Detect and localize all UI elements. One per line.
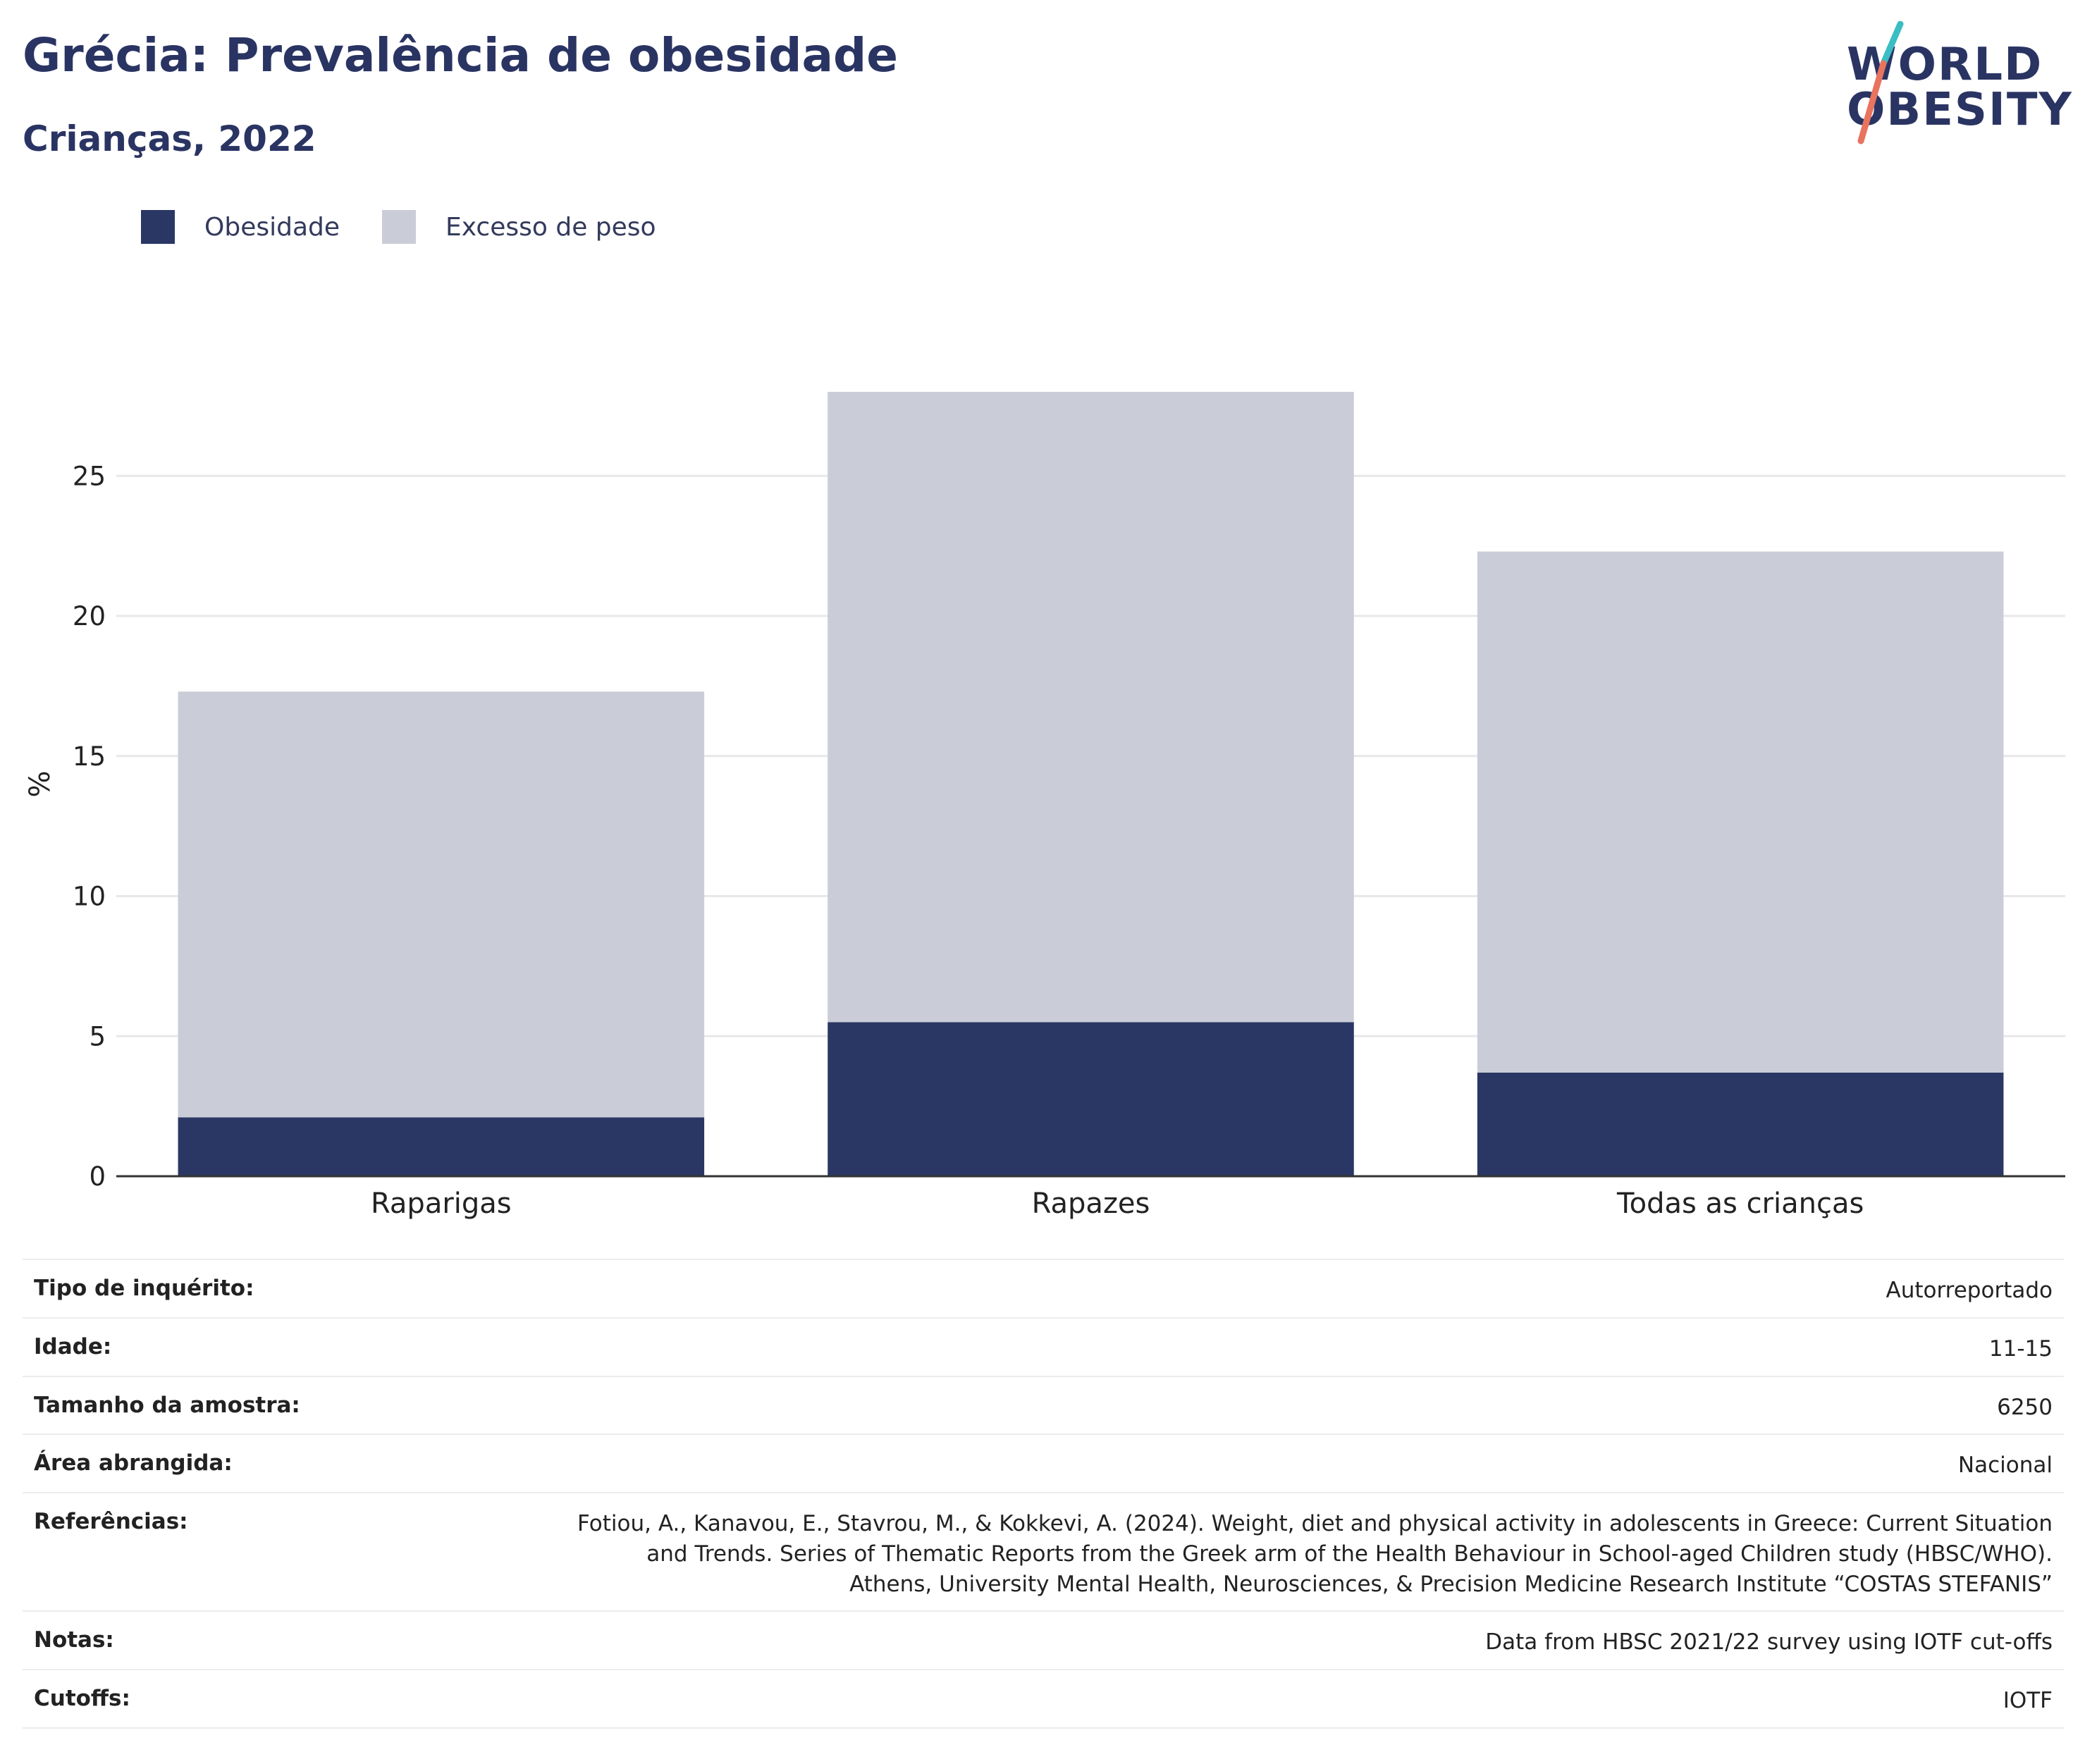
- info-table: Tipo de inquérito: Autorreportado Idade:…: [23, 1259, 2064, 1729]
- info-row-notas: Notas: Data from HBSC 2021/22 survey usi…: [23, 1610, 2064, 1669]
- y-tick-label: 20: [73, 601, 106, 631]
- legend-item-excesso-de-peso: Excesso de peso: [382, 210, 656, 244]
- info-label: Tipo de inquérito:: [34, 1276, 254, 1301]
- stacked-bar-chart: 0 5 10 15 20 25% Raparigas Rapazes Todas as cria…: [24, 392, 2065, 1220]
- x-tick-label: Raparigas: [371, 1188, 512, 1220]
- info-row-referencias: Referências: Fotiou, A., Kanavou, E., St…: [23, 1492, 2064, 1610]
- bar-excesso-de-peso: [828, 392, 1354, 1023]
- x-tick-label: Rapazes: [1032, 1188, 1150, 1220]
- y-tick-label: 25: [73, 461, 106, 491]
- bar-obesidade: [1477, 1072, 2004, 1176]
- info-value: Autorreportado: [1886, 1278, 2053, 1303]
- info-row-cutoffs: Cutoffs: IOTF: [23, 1669, 2064, 1729]
- info-value: Nacional: [1957, 1452, 2053, 1479]
- page-subtitle: Crianças, 2022: [23, 118, 316, 159]
- info-row-tamanho-da-amostra: Tamanho da amostra: 6250: [23, 1375, 2064, 1434]
- legend-swatch-obesidade: [141, 210, 175, 244]
- info-row-area-abrangida: Área abrangida: Nacional: [23, 1433, 2064, 1492]
- world-obesity-logo: WORLD OBESITY: [1833, 21, 2072, 148]
- info-value: 6250: [1997, 1394, 2053, 1420]
- y-tick-label: 5: [89, 1021, 106, 1051]
- info-label: Tamanho da amostra:: [34, 1392, 300, 1418]
- info-label: Notas:: [34, 1627, 114, 1653]
- info-row-tipo-de-inquerito: Tipo de inquérito: Autorreportado: [23, 1259, 2064, 1317]
- logo-slash-icon: [1857, 21, 1904, 144]
- info-label: Área abrangida:: [34, 1450, 233, 1476]
- info-value: 11-15: [1988, 1336, 2053, 1362]
- info-label: Cutoffs:: [34, 1686, 130, 1712]
- info-value: Fotiou, A., Kanavou, E., Stavrou, M., & …: [577, 1511, 2053, 1597]
- legend-swatch-excesso-de-peso: [382, 210, 417, 244]
- bar-obesidade: [178, 1117, 705, 1176]
- x-tick-label: Todas as crianças: [1616, 1188, 1864, 1220]
- legend-item-obesidade: Obesidade: [141, 210, 340, 244]
- page-title: Grécia: Prevalência de obesidade: [23, 28, 899, 82]
- y-tick-label: 0: [89, 1161, 106, 1192]
- bar-excesso-de-peso: [178, 691, 705, 1118]
- info-label: Idade:: [34, 1333, 112, 1359]
- logo-word-obesity: OBESITY: [1847, 84, 2073, 136]
- info-value: Data from HBSC 2021/22 survey using IOTF…: [1485, 1629, 2053, 1655]
- info-row-idade: Idade: 11-15: [23, 1316, 2064, 1376]
- legend-label-obesidade: Obesidade: [204, 212, 340, 242]
- y-tick-label: 15: [73, 741, 106, 772]
- y-axis-label: %: [24, 770, 56, 797]
- y-tick-label: 10: [73, 882, 106, 912]
- legend-label-excesso-de-peso: Excesso de peso: [445, 212, 656, 242]
- bar-obesidade: [828, 1022, 1354, 1176]
- info-value: IOTF: [2003, 1688, 2053, 1714]
- bar-excesso-de-peso: [1477, 551, 2004, 1073]
- info-label: Referências:: [34, 1509, 188, 1535]
- chart-legend: Obesidade Excesso de peso: [141, 210, 699, 244]
